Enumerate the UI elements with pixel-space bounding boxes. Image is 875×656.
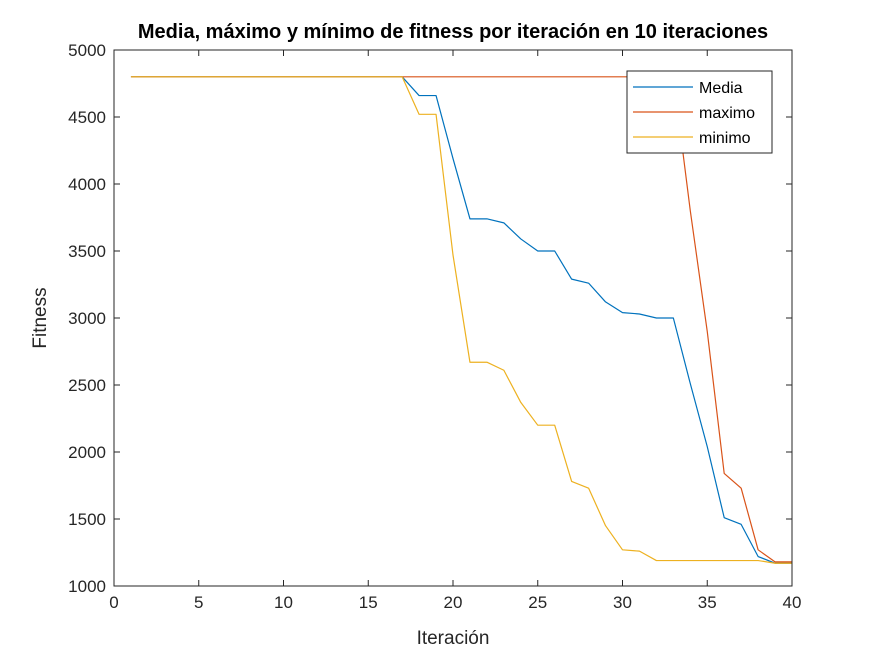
y-tick-label: 2000 [68, 443, 106, 462]
y-tick-label: 1500 [68, 510, 106, 529]
legend-label-maximo: maximo [699, 105, 755, 122]
y-tick-label: 2500 [68, 376, 106, 395]
y-tick-label: 3500 [68, 242, 106, 261]
x-axis-label: Iteración [417, 628, 490, 649]
x-tick-label: 0 [109, 593, 118, 612]
y-tick-label: 4000 [68, 175, 106, 194]
x-tick-label: 40 [783, 593, 802, 612]
plot-box [113, 49, 793, 587]
y-axis-label: Fitness [30, 287, 51, 348]
chart-title: Media, máximo y mínimo de fitness por it… [138, 21, 768, 43]
x-tick-label: 25 [528, 593, 547, 612]
x-tick-label: 10 [274, 593, 293, 612]
x-tick-label: 20 [444, 593, 463, 612]
y-tick-label: 4500 [68, 108, 106, 127]
legend-label-media: Media [699, 80, 743, 97]
y-tick-label: 5000 [68, 41, 106, 60]
y-tick-label: 1000 [68, 577, 106, 596]
legend: Media maximo minimo [626, 70, 773, 154]
series-line-minimo [130, 76, 792, 564]
axis-ticks: 0 5 10 15 20 25 30 35 40 1000 1500 2000 2500 3000 3500… [68, 41, 801, 612]
x-tick-label: 15 [359, 593, 378, 612]
y-tick-label: 3000 [68, 309, 106, 328]
x-tick-label: 35 [698, 593, 717, 612]
legend-label-minimo: minimo [699, 130, 751, 147]
x-tick-label: 30 [613, 593, 632, 612]
x-tick-label: 5 [194, 593, 203, 612]
